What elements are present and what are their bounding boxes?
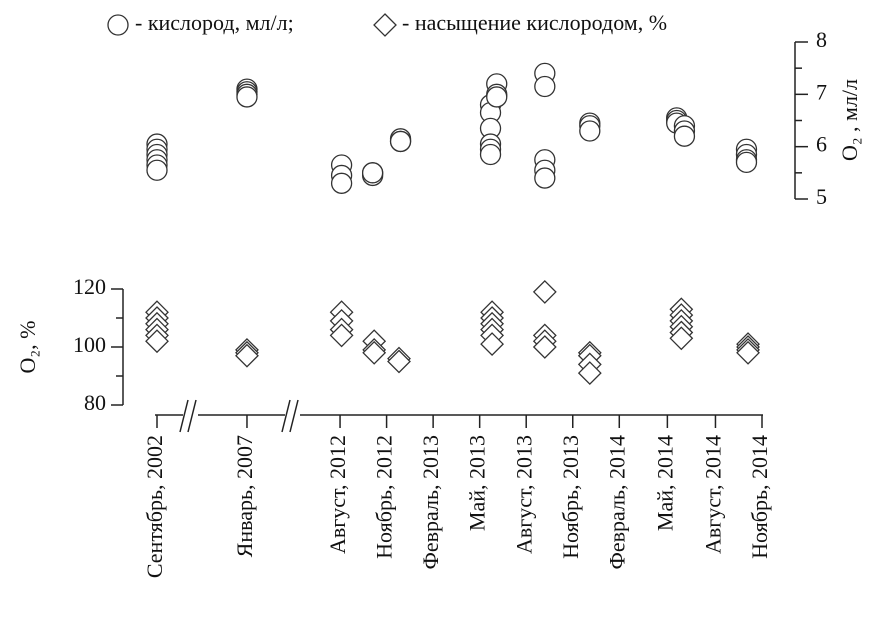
x-tick-label: Май, 2013 [465,435,490,531]
y2-axis-label: O₂ , мл/л [837,79,862,161]
axis-break [281,399,291,433]
x-tick-label: Февраль, 2013 [418,435,443,570]
point [389,130,412,153]
point [145,329,169,354]
x-tick-label: Август, 2012 [325,435,350,554]
point [534,167,556,189]
point [236,86,258,108]
point [673,125,696,147]
point [330,172,353,194]
point [146,159,168,181]
point [387,349,411,374]
point [736,340,760,365]
y2-tick-label: 7 [816,79,827,104]
y2-tick-label: 5 [816,184,827,209]
legend-label: - кислород, мл/л; [135,10,294,35]
point [579,120,601,142]
y2-tick-label: 8 [816,27,827,52]
point [534,75,556,98]
point [362,340,387,365]
point [235,343,259,368]
point [329,323,354,348]
x-tick-label: Август, 2013 [511,435,536,554]
y-axis-label: O₂, % [15,321,40,374]
point [532,279,557,304]
point [486,86,508,108]
y-tick-label: 80 [84,390,106,415]
x-tick-label: Сентябрь, 2002 [142,435,167,578]
y-tick-label: 120 [73,274,106,299]
x-tick-label: Ноябрь, 2012 [372,435,397,559]
x-tick-label: Май, 2014 [652,435,677,531]
point [532,335,557,359]
point [577,361,602,386]
x-tick-label: Ноябрь, 2013 [558,435,583,559]
point [735,151,758,174]
point [361,162,384,184]
legend-marker [107,14,129,36]
point [479,143,502,166]
point [669,326,694,351]
legend-label: - насыщение кислородом, % [402,10,667,35]
x-tick-label: Август, 2014 [701,435,726,554]
axis-break [179,399,189,433]
y-tick-label: 100 [73,332,106,357]
x-tick-label: Февраль, 2014 [604,435,629,570]
axis-break [187,399,197,433]
x-tick-label: Ноябрь, 2014 [747,435,772,559]
point [480,332,504,357]
legend-marker [373,13,397,37]
y2-tick-label: 6 [816,132,827,157]
x-tick-label: Январь, 2007 [232,435,257,557]
axis-break [289,399,299,433]
